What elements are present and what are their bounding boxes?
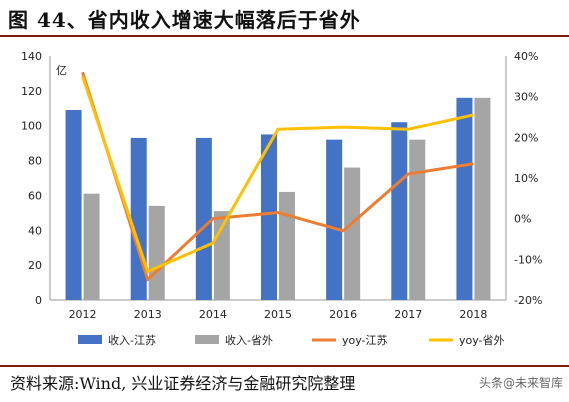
x-tick-label: 2015	[264, 308, 292, 321]
y-right-tick-label: 10%	[514, 172, 538, 185]
legend-label: yoy-省外	[459, 334, 505, 347]
bar	[130, 137, 147, 300]
bar	[391, 122, 408, 300]
y-left-tick-label: 100	[21, 120, 42, 133]
legend-label: 收入-江苏	[108, 333, 156, 347]
bar	[456, 97, 473, 300]
y-right-tick-label: -20%	[514, 294, 542, 307]
series-line	[81, 71, 474, 282]
legend-swatch	[78, 335, 102, 344]
y-left-tick-label: 0	[35, 294, 42, 307]
bar	[261, 134, 277, 300]
y-right-tick-label: 20%	[514, 131, 538, 144]
title-rule	[0, 35, 569, 37]
figure-title: 图 44、省内收入增速大幅落后于省外	[8, 8, 361, 32]
x-tick-label: 2012	[69, 308, 97, 321]
source-note: 资料来源:Wind, 兴业证券经济与金融研究院整理	[10, 374, 356, 393]
y-left-tick-label: 120	[21, 85, 42, 98]
bar	[195, 137, 212, 300]
legend-label: 收入-省外	[225, 333, 273, 347]
y-left-tick-label: 20	[28, 259, 42, 272]
y-right-tick-label: 0%	[514, 213, 531, 226]
y-left-tick-label: 140	[21, 50, 42, 63]
source-rule	[0, 365, 569, 367]
bar	[344, 167, 361, 300]
x-tick-label: 2016	[329, 308, 357, 321]
y-right-tick-label: -10%	[514, 253, 542, 266]
y-right-tick-label: 30%	[514, 91, 538, 104]
bar	[279, 191, 295, 300]
legend-label: yoy-江苏	[342, 334, 388, 347]
bar	[326, 139, 343, 300]
x-tick-label: 2014	[199, 308, 227, 321]
x-tick-label: 2017	[394, 308, 422, 321]
bar	[65, 110, 82, 301]
bar	[409, 139, 426, 300]
bar	[148, 205, 165, 300]
combo-chart: 0 20 40 60 80 100 120 140 亿 -20% -10% 0% 10% 20% 30% 40…	[21, 50, 542, 347]
y-left-unit-label: 亿	[56, 64, 67, 77]
series-line	[81, 75, 474, 274]
legend-swatch	[195, 335, 219, 344]
y-left-tick-label: 40	[28, 224, 42, 237]
y-left-tick-label: 60	[28, 189, 42, 202]
x-tick-label: 2013	[134, 308, 162, 321]
watermark: 头条@未来智库	[478, 376, 563, 390]
y-right-tick-label: 40%	[514, 50, 538, 63]
y-left-tick-label: 80	[28, 155, 42, 168]
bar	[474, 97, 491, 300]
x-tick-label: 2018	[459, 308, 487, 321]
bar	[83, 193, 100, 300]
